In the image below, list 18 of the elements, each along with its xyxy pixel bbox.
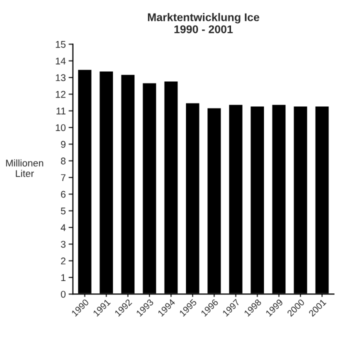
y-tick-label: 8	[60, 158, 66, 164]
y-tick-label: 9	[60, 140, 66, 148]
y-tick-label: 6	[61, 190, 66, 198]
y-tick-label: 1	[61, 274, 66, 281]
y-tick-label: 7	[61, 174, 66, 182]
y-axis-title: Millionen Liter	[6, 159, 44, 177]
y-tick-label: 3	[60, 240, 66, 248]
y-tick-label: 10	[56, 124, 66, 132]
y-tick-label: 2	[61, 258, 66, 264]
y-tick-label: 14	[56, 58, 66, 64]
y-tick-label: 4	[60, 224, 66, 231]
y-tick-label: 15	[56, 41, 66, 48]
y-tick-label: 12	[56, 90, 66, 98]
chart-title: Marktentwicklung Ice 1990 - 2001	[148, 13, 260, 34]
y-tick-label: 11	[56, 108, 66, 114]
y-tick-label: 5	[60, 208, 66, 214]
y-tick-label: 0	[60, 290, 66, 298]
y-tick-label: 13	[56, 74, 66, 82]
